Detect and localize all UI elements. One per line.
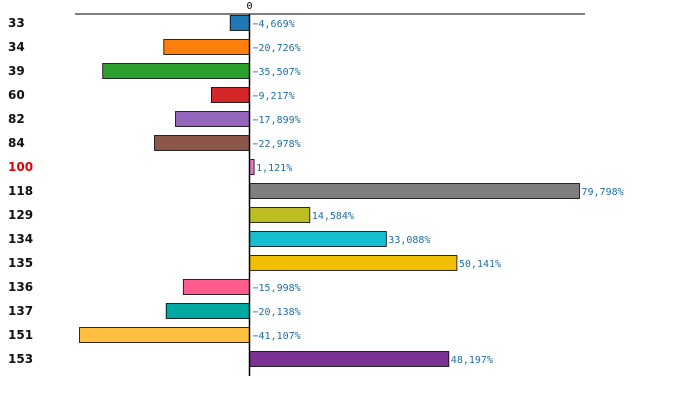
bar-34 xyxy=(163,39,250,55)
category-label-137: 137 xyxy=(8,304,33,318)
category-label-135: 135 xyxy=(8,256,33,270)
category-labels-group: 33 34 39 60 82 84 100 118 129 134 135 136 137 151 153 xyxy=(8,16,33,366)
bar-134 xyxy=(249,231,387,247)
category-label-34: 34 xyxy=(8,40,25,54)
category-label-151: 151 xyxy=(8,328,33,342)
bars-group xyxy=(79,15,580,367)
value-label-82: −17,899% xyxy=(253,115,301,126)
bar-39 xyxy=(102,63,250,79)
value-label-100: 1,121% xyxy=(256,163,292,174)
bar-136 xyxy=(182,279,250,295)
value-label-129: 14,584% xyxy=(312,211,354,222)
value-label-153: 48,197% xyxy=(451,355,493,366)
value-label-60: −9,217% xyxy=(253,91,295,102)
value-label-151: −41,107% xyxy=(253,331,301,342)
category-label-33: 33 xyxy=(8,16,25,30)
value-label-118: 79,798% xyxy=(582,187,624,198)
bar-135 xyxy=(249,255,458,271)
bar-118 xyxy=(249,183,580,199)
value-label-39: −35,507% xyxy=(253,67,301,78)
category-label-84: 84 xyxy=(8,136,25,150)
bar-151 xyxy=(79,327,250,343)
category-label-129: 129 xyxy=(8,208,33,222)
category-label-136: 136 xyxy=(8,280,33,294)
bar-84 xyxy=(154,135,250,151)
bar-82 xyxy=(175,111,250,127)
category-label-39: 39 xyxy=(8,64,25,78)
value-label-136: −15,998% xyxy=(253,283,301,294)
category-label-134: 134 xyxy=(8,232,33,246)
x-tick-label-0: 0 xyxy=(246,1,252,12)
value-label-137: −20,138% xyxy=(253,307,301,318)
value-label-84: −22,978% xyxy=(253,139,301,150)
value-labels-group: −4,669% −20,726% −35,507% −9,217% −17,899% −2… xyxy=(253,19,624,366)
value-label-33: −4,669% xyxy=(253,19,295,30)
value-label-34: −20,726% xyxy=(253,43,301,54)
bar-60 xyxy=(210,87,250,103)
category-label-60: 60 xyxy=(8,88,25,102)
value-label-135: 50,141% xyxy=(459,259,501,270)
category-label-118: 118 xyxy=(8,184,33,198)
bar-33 xyxy=(229,15,250,31)
category-label-100: 100 xyxy=(8,160,33,174)
bar-129 xyxy=(249,207,311,223)
value-label-134: 33,088% xyxy=(388,235,430,246)
category-label-153: 153 xyxy=(8,352,33,366)
bar-153 xyxy=(249,351,450,367)
bar-137 xyxy=(165,303,250,319)
category-label-82: 82 xyxy=(8,112,25,126)
